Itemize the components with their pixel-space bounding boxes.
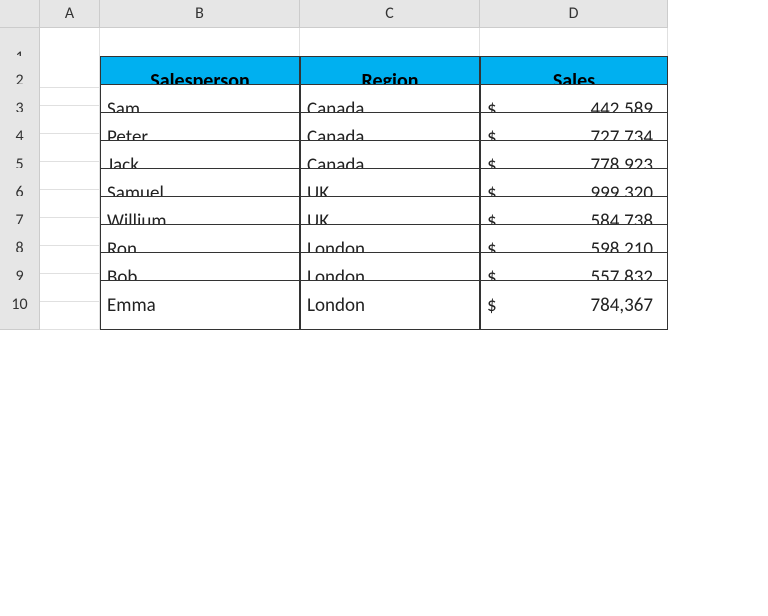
col-header-d[interactable]: D [480, 0, 668, 28]
cell-b10[interactable]: Emma [100, 280, 300, 330]
row-header-10[interactable]: 10 [0, 280, 40, 330]
select-all-corner[interactable] [0, 0, 40, 28]
currency-symbol: $ [487, 294, 497, 317]
spreadsheet-grid: A B C D 1 2 Salesperson Region Sales 3 S… [0, 0, 768, 308]
col-header-a[interactable]: A [40, 0, 100, 28]
cell-d10[interactable]: $ 784,367 [480, 280, 668, 330]
cell-a10[interactable] [40, 280, 100, 330]
sales-value: 784,367 [590, 294, 661, 317]
col-header-b[interactable]: B [100, 0, 300, 28]
col-header-c[interactable]: C [300, 0, 480, 28]
cell-c10[interactable]: London [300, 280, 480, 330]
